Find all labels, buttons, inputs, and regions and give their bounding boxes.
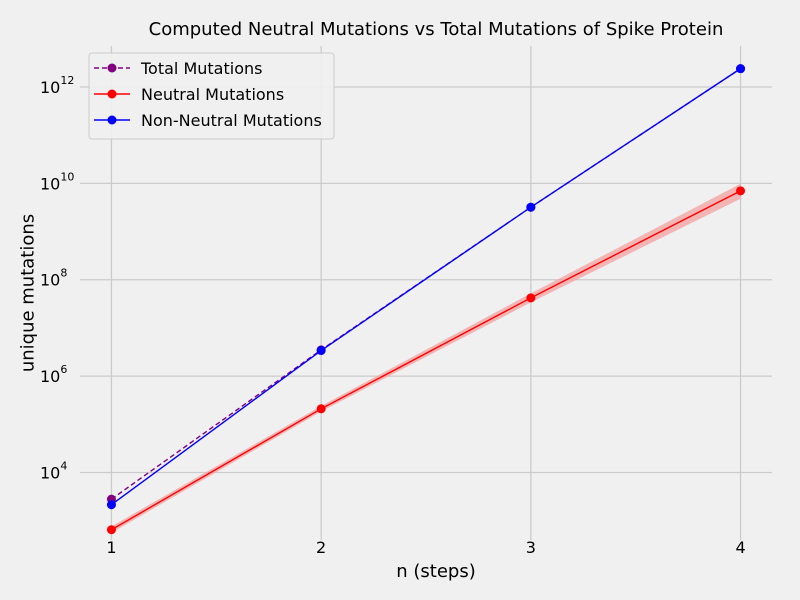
series-layer [106,64,746,535]
series-line-non-neutral-mutations [111,68,741,506]
legend: Total Mutations Neutral Mutations Non-Neut… [88,52,335,140]
legend-marker-non-neutral-mutations [107,115,117,125]
data-point-neutral-mutations [106,525,116,535]
data-point-non-neutral-mutations [106,500,116,510]
data-point-non-neutral-mutations [526,202,536,212]
x-axis-label: n (steps) [396,561,476,582]
legend-label-neutral-mutations: Neutral Mutations [141,85,284,104]
confidence-band-layer [111,183,741,533]
legend-marker-total-mutations [107,63,117,73]
data-point-neutral-mutations [736,186,746,196]
y-tick-label: 106 [40,363,67,386]
series-non-neutral-mutations [106,64,746,510]
legend-box [88,52,335,140]
y-tick-label: 108 [40,267,67,290]
x-tick-label: 2 [316,538,326,557]
data-point-neutral-mutations [316,404,326,414]
x-tick-label: 3 [526,538,536,557]
neutral-mutations-band [111,183,741,533]
legend-label-total-mutations: Total Mutations [140,59,262,78]
legend-label-non-neutral-mutations: Non-Neutral Mutations [141,111,322,130]
legend-marker-neutral-mutations [107,89,117,99]
x-tick-label: 1 [106,538,116,557]
x-tick-labels: 1 2 3 4 [106,538,745,557]
y-tick-label: 104 [40,460,67,483]
series-neutral-mutations [106,186,746,535]
data-point-non-neutral-mutations [316,346,326,356]
y-axis-label: unique mutations [17,214,38,372]
x-tick-label: 4 [735,538,745,557]
data-point-non-neutral-mutations [736,64,746,74]
y-tick-label: 1012 [40,74,74,97]
y-tick-labels: 104 106 108 1010 1012 [40,74,74,483]
data-point-neutral-mutations [526,293,536,303]
y-tick-label: 1010 [40,170,74,193]
series-line-neutral-mutations [111,190,741,531]
chart-title: Computed Neutral Mutations vs Total Muta… [149,19,724,40]
